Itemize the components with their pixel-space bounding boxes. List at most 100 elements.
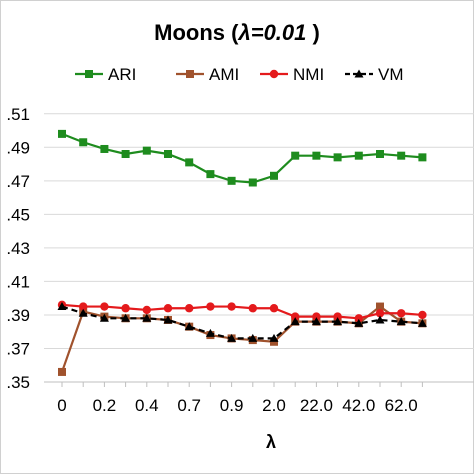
data-point-nmi: [79, 302, 88, 311]
data-point-nmi: [142, 305, 151, 315]
data-point-vm: [375, 315, 385, 324]
x-axis: 0 0.2 0.4 0.7 0.9 2.0 22.0 42.0 62.0: [57, 382, 423, 415]
legend: ARI AMI NMI VM: [75, 65, 404, 84]
y-tick-label: .35: [6, 373, 30, 392]
data-point-ari: [142, 146, 151, 155]
series-vm: [57, 302, 427, 342]
x-tick-label: 22.0: [300, 396, 333, 415]
data-point-nmi: [227, 302, 236, 311]
data-point-nmi: [163, 304, 173, 313]
chart-title-prefix: Moons (: [154, 20, 239, 45]
data-point-nmi: [354, 314, 363, 323]
x-tick-label: 0.2: [93, 396, 117, 415]
data-point-vm: [78, 308, 88, 317]
data-point-ari: [121, 150, 130, 158]
y-tick-label: .43: [6, 239, 30, 258]
data-point-nmi: [269, 304, 279, 313]
y-tick-label: .49: [6, 138, 30, 157]
data-point-vm: [205, 328, 215, 337]
data-point-ari: [206, 170, 215, 179]
data-point-ari: [397, 151, 406, 160]
x-tick-label: 0.7: [177, 396, 201, 415]
chart-title: Moons (λ=0.01 ): [154, 20, 320, 45]
data-point-ari: [291, 151, 300, 160]
y-axis-ticks: .35 .37 .39 .41 .43 .45 .47 .49 .51: [6, 105, 30, 392]
data-point-vm: [417, 318, 427, 327]
data-point-ami: [58, 367, 66, 376]
x-tick-label: 2.0: [262, 396, 286, 415]
data-point-ari: [185, 158, 194, 167]
legend-item-ami: AMI: [176, 65, 239, 84]
gridlines: [44, 113, 474, 383]
data-point-nmi: [185, 304, 194, 313]
data-point-ari: [100, 144, 109, 153]
data-point-vm: [163, 315, 173, 324]
series-line-vm: [61, 305, 423, 340]
data-point-vm: [142, 313, 152, 322]
data-point-ari: [58, 129, 66, 138]
data-point-nmi: [100, 302, 109, 311]
data-point-nmi: [418, 310, 427, 320]
data-point-vm: [99, 313, 109, 322]
data-point-vm: [121, 313, 131, 322]
data-point-vm: [248, 333, 258, 342]
data-point-nmi: [333, 312, 342, 321]
chart-title-lambda: λ: [237, 20, 250, 45]
chart-title-suffix: ): [306, 20, 319, 45]
data-point-vm: [354, 318, 364, 327]
data-point-nmi: [397, 309, 406, 318]
y-tick-label: .37: [6, 339, 30, 358]
y-tick-label: .45: [6, 205, 30, 224]
data-point-nmi: [291, 312, 300, 321]
x-tick-label: 42.0: [342, 396, 375, 415]
y-tick-label: .47: [6, 172, 30, 191]
x-tick-label: 62.0: [385, 396, 418, 415]
data-point-ari: [418, 153, 427, 162]
data-point-nmi: [375, 309, 385, 318]
data-point-vm: [269, 333, 279, 342]
legend-marker-nmi: [269, 69, 279, 79]
x-tick-label: 0.4: [135, 396, 159, 415]
data-point-ari: [248, 178, 257, 187]
series-ari: [58, 129, 427, 187]
data-point-ari: [79, 138, 88, 147]
data-point-ari: [270, 171, 278, 180]
series-nmi: [57, 300, 427, 323]
legend-marker-vm: [354, 69, 364, 78]
data-point-vm: [311, 317, 321, 326]
x-tick-label: 0.9: [220, 396, 244, 415]
data-point-vm: [57, 302, 67, 311]
data-point-ari: [312, 151, 321, 160]
data-point-ari: [354, 151, 363, 160]
data-point-vm: [184, 322, 194, 331]
data-point-vm: [290, 317, 300, 326]
legend-label-vm: VM: [378, 65, 404, 84]
data-point-nmi: [312, 312, 321, 321]
y-tick-label: .39: [6, 306, 30, 325]
series-layer: [57, 129, 427, 376]
data-point-nmi: [206, 302, 215, 311]
data-point-vm: [396, 317, 406, 326]
x-axis-label: λ: [266, 432, 276, 452]
legend-item-nmi: NMI: [260, 65, 324, 84]
data-point-nmi: [121, 304, 130, 313]
data-point-ari: [376, 150, 384, 158]
data-point-ami: [376, 302, 384, 311]
y-tick-label: .41: [6, 272, 30, 291]
legend-item-ari: ARI: [75, 65, 136, 84]
data-point-ari: [333, 153, 342, 162]
legend-item-vm: VM: [345, 65, 404, 84]
legend-marker-ami: [186, 70, 194, 78]
legend-marker-ari: [85, 70, 93, 78]
data-point-ari: [227, 176, 236, 185]
data-point-nmi: [248, 304, 257, 313]
x-tick-label: 0: [57, 396, 66, 415]
legend-label-ari: ARI: [108, 65, 136, 84]
y-tick-label: .51: [6, 105, 30, 124]
data-point-ari: [164, 150, 172, 158]
data-point-vm: [333, 317, 343, 326]
legend-label-ami: AMI: [209, 65, 239, 84]
